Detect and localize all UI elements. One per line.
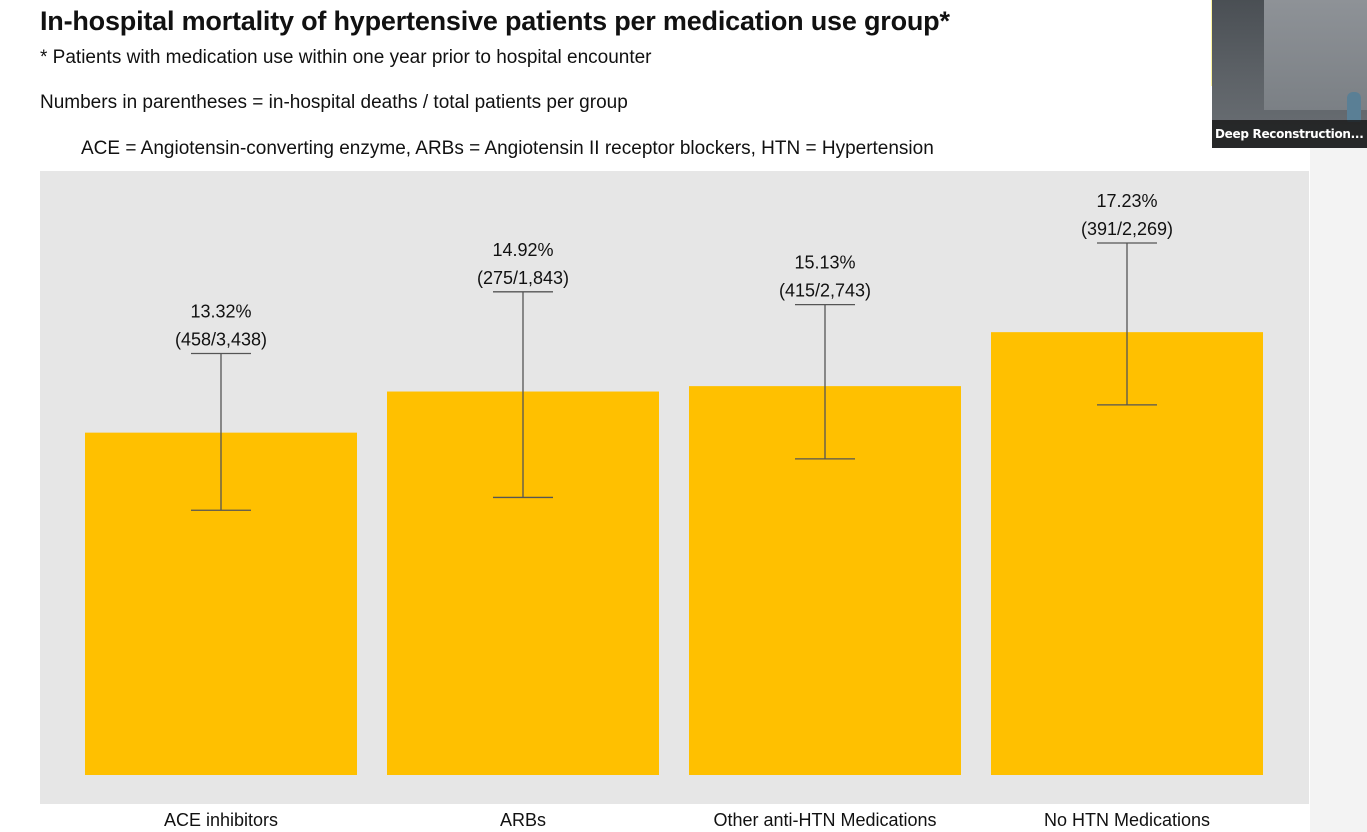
video-background <box>1264 0 1367 110</box>
bar-4 <box>991 332 1263 775</box>
count-label-2: (275/1,843) <box>477 268 569 288</box>
bar-chart: 13.32% (458/3,438) ACE inhibitors 14.92% (27… <box>40 171 1309 830</box>
category-label-1: ACE inhibitors <box>164 810 278 830</box>
category-label-2: ARBs <box>500 810 546 830</box>
count-label-1: (458/3,438) <box>175 329 267 349</box>
participant-video-tile[interactable]: Deep Reconstruction... <box>1212 0 1367 148</box>
slide-title: In-hospital mortality of hypertensive pa… <box>40 6 950 36</box>
category-label-4: No HTN Medications <box>1044 810 1210 830</box>
abbreviations-note: ACE = Angiotensin-converting enzyme, ARB… <box>81 138 934 159</box>
participant-name-label: Deep Reconstruction... <box>1212 120 1367 148</box>
value-label-1: 13.32% <box>190 301 251 321</box>
video-person <box>1347 92 1361 122</box>
value-label-3: 15.13% <box>794 253 855 273</box>
count-label-3: (415/2,743) <box>779 281 871 301</box>
value-label-4: 17.23% <box>1096 191 1157 211</box>
category-label-3: Other anti-HTN Medications <box>713 810 936 830</box>
parentheses-note: Numbers in parentheses = in-hospital dea… <box>40 92 628 113</box>
slide: In-hospital mortality of hypertensive pa… <box>40 6 1309 830</box>
value-label-2: 14.92% <box>492 240 553 260</box>
slide-subtitle: * Patients with medication use within on… <box>40 47 652 68</box>
count-label-4: (391/2,269) <box>1081 219 1173 239</box>
